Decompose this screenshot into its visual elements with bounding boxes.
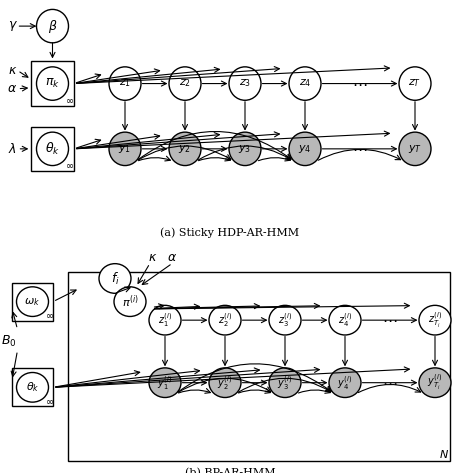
Text: (a) Sticky HDP-AR-HMM: (a) Sticky HDP-AR-HMM — [160, 227, 299, 238]
Text: $z_2^{(i)}$: $z_2^{(i)}$ — [218, 311, 232, 329]
Text: $\alpha$: $\alpha$ — [167, 251, 177, 264]
Circle shape — [17, 373, 48, 402]
Text: $\gamma$: $\gamma$ — [7, 19, 17, 33]
Text: $z_1^{(i)}$: $z_1^{(i)}$ — [157, 311, 172, 329]
Circle shape — [168, 132, 201, 166]
Text: $\lambda$: $\lambda$ — [8, 142, 17, 156]
Circle shape — [168, 67, 201, 100]
FancyBboxPatch shape — [67, 272, 449, 462]
Text: $y_T$: $y_T$ — [407, 143, 421, 155]
Circle shape — [288, 67, 320, 100]
Text: $\omega_k$: $\omega_k$ — [24, 296, 40, 307]
Circle shape — [109, 67, 141, 100]
Text: $y_2^{(i)}$: $y_2^{(i)}$ — [217, 374, 232, 392]
Circle shape — [398, 132, 430, 166]
FancyBboxPatch shape — [12, 368, 53, 406]
Text: $z_{T_i}^{(i)}$: $z_{T_i}^{(i)}$ — [427, 311, 441, 330]
Text: $\cdots$: $\cdots$ — [352, 142, 367, 156]
Circle shape — [229, 67, 260, 100]
Circle shape — [418, 306, 450, 335]
Text: $z_1$: $z_1$ — [119, 78, 131, 89]
Text: $y_1^{(i)}$: $y_1^{(i)}$ — [157, 374, 172, 392]
Text: $z_3^{(i)}$: $z_3^{(i)}$ — [277, 311, 291, 329]
Text: $\infty$: $\infty$ — [65, 161, 74, 170]
Text: $\infty$: $\infty$ — [45, 312, 53, 321]
Circle shape — [17, 287, 48, 316]
Text: $y_3^{(i)}$: $y_3^{(i)}$ — [277, 374, 292, 392]
Text: $f_i$: $f_i$ — [110, 271, 119, 287]
Circle shape — [328, 368, 360, 397]
Text: $\kappa$: $\kappa$ — [8, 64, 17, 77]
FancyBboxPatch shape — [31, 127, 73, 171]
Text: $y_4^{(i)}$: $y_4^{(i)}$ — [337, 374, 352, 392]
Circle shape — [149, 306, 180, 335]
Circle shape — [398, 67, 430, 100]
Circle shape — [269, 368, 300, 397]
Circle shape — [288, 132, 320, 166]
Text: $z_4$: $z_4$ — [298, 78, 311, 89]
Circle shape — [418, 368, 450, 397]
Circle shape — [208, 306, 241, 335]
Text: $z_3$: $z_3$ — [238, 78, 251, 89]
Text: $\pi_k$: $\pi_k$ — [45, 77, 60, 90]
Circle shape — [114, 287, 146, 316]
Circle shape — [229, 132, 260, 166]
Text: $\cdots$: $\cdots$ — [381, 313, 397, 327]
Circle shape — [99, 263, 131, 293]
Circle shape — [36, 132, 68, 166]
Circle shape — [328, 306, 360, 335]
Text: $\infty$: $\infty$ — [65, 96, 74, 105]
Text: $\cdots$: $\cdots$ — [352, 77, 367, 90]
Text: $z_4^{(i)}$: $z_4^{(i)}$ — [337, 311, 351, 329]
Text: $z_2$: $z_2$ — [179, 78, 190, 89]
Text: $\cdots$: $\cdots$ — [381, 376, 397, 390]
FancyBboxPatch shape — [12, 283, 53, 321]
Circle shape — [36, 9, 68, 43]
Text: $z_T$: $z_T$ — [408, 78, 420, 89]
Circle shape — [109, 132, 141, 166]
Text: $\alpha$: $\alpha$ — [7, 82, 17, 95]
Text: $y_2$: $y_2$ — [178, 143, 191, 155]
Text: $\theta_k$: $\theta_k$ — [26, 380, 39, 394]
Text: $y_4$: $y_4$ — [297, 143, 311, 155]
Text: $y_3$: $y_3$ — [238, 143, 251, 155]
Text: $\pi^{(i)}$: $\pi^{(i)}$ — [121, 293, 138, 310]
Text: $\infty$: $\infty$ — [45, 397, 53, 406]
Text: $N$: $N$ — [438, 448, 448, 461]
Text: $\theta_k$: $\theta_k$ — [45, 141, 60, 157]
Circle shape — [208, 368, 241, 397]
Text: $y_1$: $y_1$ — [118, 143, 131, 155]
Circle shape — [269, 306, 300, 335]
Circle shape — [149, 368, 180, 397]
Text: $y_{T_i}^{(i)}$: $y_{T_i}^{(i)}$ — [426, 373, 442, 392]
Text: (b) BP-AR-HMM: (b) BP-AR-HMM — [184, 468, 275, 473]
FancyBboxPatch shape — [31, 61, 73, 106]
Text: $B_0$: $B_0$ — [1, 333, 17, 349]
Text: $\kappa$: $\kappa$ — [147, 251, 157, 264]
Circle shape — [36, 67, 68, 100]
Text: $\beta$: $\beta$ — [48, 18, 57, 35]
